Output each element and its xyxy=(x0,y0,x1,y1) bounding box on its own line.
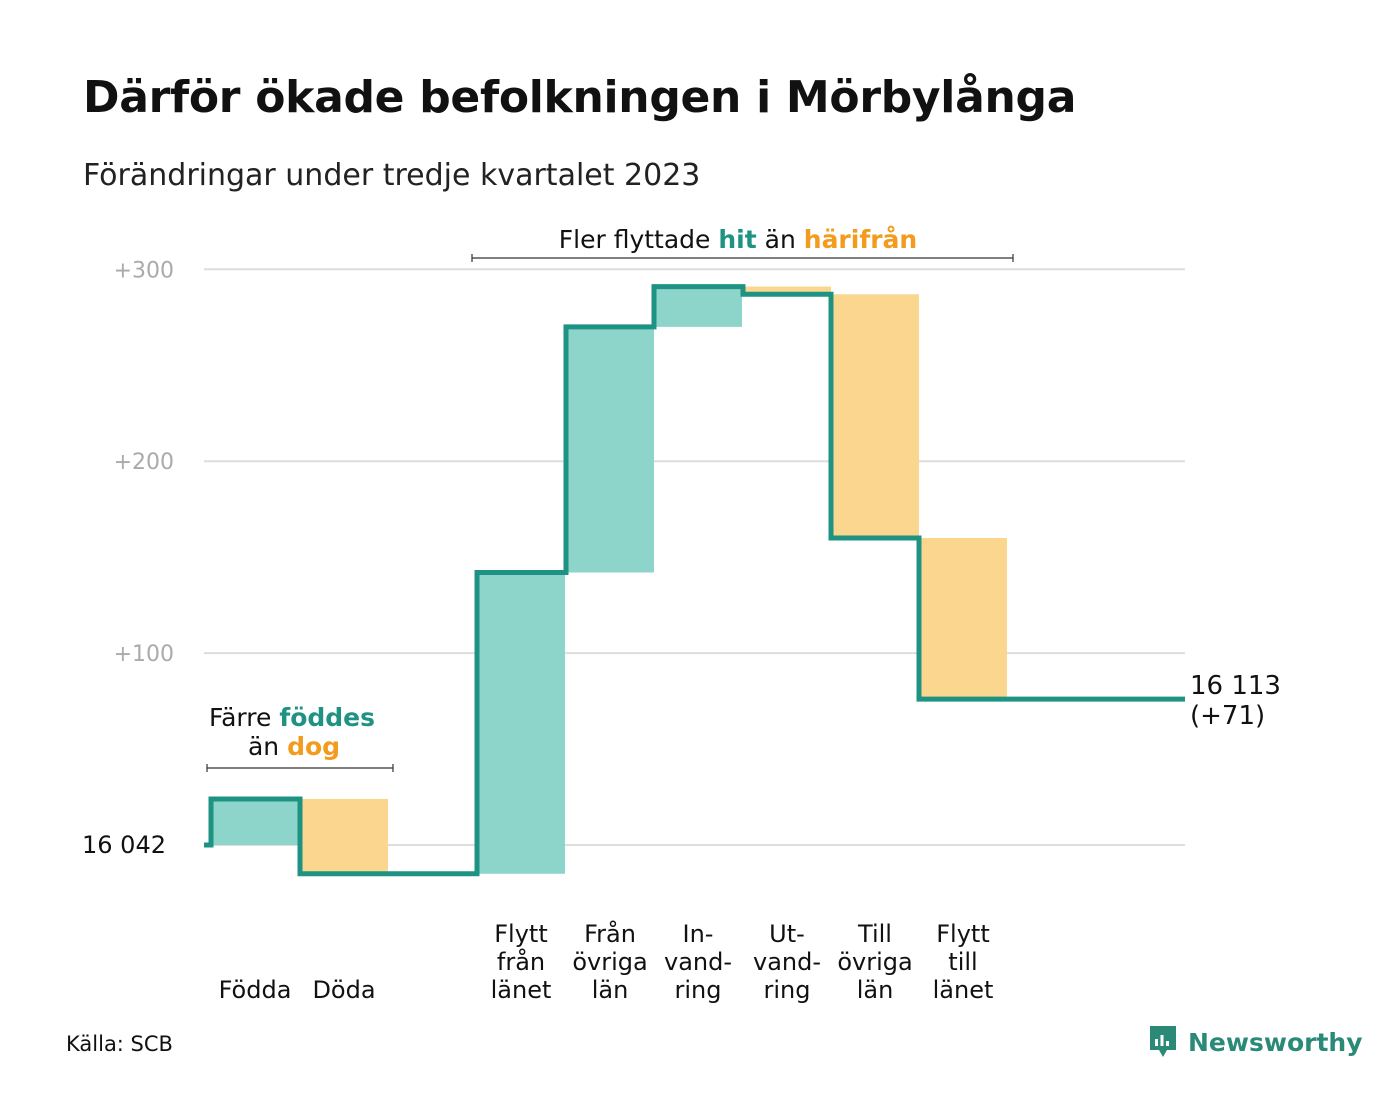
bar xyxy=(566,326,654,573)
category-label: länet xyxy=(933,976,994,1004)
category-label: länet xyxy=(491,976,552,1004)
category-label: Flytt xyxy=(494,920,548,948)
annotation-births-line1: Färre föddes xyxy=(209,703,375,732)
category-label: Till xyxy=(857,920,892,948)
category-label: övriga xyxy=(572,948,647,976)
y-tick-label: +100 xyxy=(114,642,174,667)
brand-name: Newsworthy xyxy=(1188,1027,1363,1057)
newsworthy-logo-icon xyxy=(1150,1026,1176,1057)
running-total-line xyxy=(204,284,1185,877)
chart-subtitle: Förändringar under tredje kvartalet 2023 xyxy=(83,158,701,193)
annotation-part: än xyxy=(248,732,287,761)
category-label: övriga xyxy=(837,948,912,976)
annotation-part: än xyxy=(757,225,804,254)
annotation-part: Fler flyttade xyxy=(559,225,719,254)
category-label: Födda xyxy=(219,976,292,1004)
annotation-part: dog xyxy=(287,732,340,761)
bar xyxy=(211,798,299,845)
category-label: ring xyxy=(675,976,722,1004)
annotation-part: Färre xyxy=(209,703,279,732)
end-change-label: (+71) xyxy=(1190,701,1265,731)
y-tick-label: +300 xyxy=(114,258,174,283)
annotation-part: föddes xyxy=(279,703,375,732)
category-label: ring xyxy=(764,976,811,1004)
end-value-label: 16 113 xyxy=(1190,671,1281,701)
gridlines xyxy=(204,268,1185,846)
y-tick-label: +200 xyxy=(114,450,174,475)
category-label: län xyxy=(592,976,629,1004)
bars xyxy=(211,286,1007,874)
category-label: Ut- xyxy=(769,920,805,948)
chart-title: Därför ökade befolkningen i Mörbylånga xyxy=(83,72,1077,123)
category-label: till xyxy=(948,948,977,976)
category-label: Från xyxy=(584,919,636,948)
category-label: från xyxy=(497,947,545,976)
brand-logo[interactable]: Newsworthy xyxy=(1148,1022,1363,1062)
bar xyxy=(743,286,831,295)
category-label: Döda xyxy=(312,976,375,1004)
bar xyxy=(919,537,1007,700)
category-label: vand- xyxy=(664,948,732,976)
annotation-part: härifrån xyxy=(804,225,917,254)
category-label: Flytt xyxy=(936,920,990,948)
bar xyxy=(831,294,919,538)
annotation-births-line2: än dog xyxy=(248,732,340,761)
annotation-part: hit xyxy=(718,225,756,254)
category-label: vand- xyxy=(753,948,821,976)
start-value-label: 16 042 xyxy=(82,831,166,859)
bar xyxy=(300,798,388,874)
source-note: Källa: SCB xyxy=(66,1032,173,1056)
bar xyxy=(477,572,565,874)
category-label: län xyxy=(857,976,894,1004)
category-label: In- xyxy=(683,920,714,948)
annotation-migration: Fler flyttade hit än härifrån xyxy=(559,225,917,254)
running-total-path xyxy=(204,284,1185,877)
bar xyxy=(654,286,742,327)
